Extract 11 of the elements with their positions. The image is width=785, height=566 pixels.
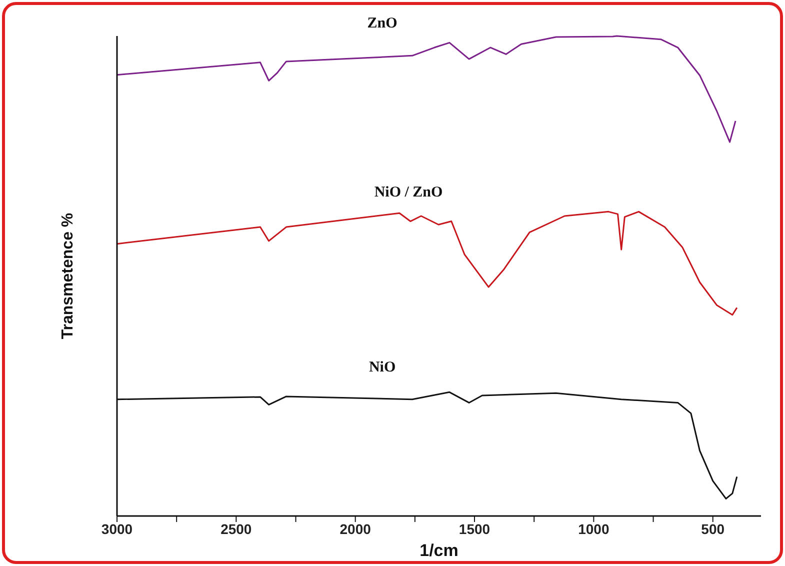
x-tick-label: 2000 (340, 520, 372, 537)
x-tick-label: 2500 (220, 520, 252, 537)
series-label: NiO (368, 359, 396, 376)
x-tick-label: 3000 (101, 520, 133, 537)
y-axis-title: Transmetence % (60, 212, 77, 340)
x-tick-label: 500 (701, 520, 725, 537)
x-tick-label: 1500 (458, 520, 490, 537)
series-label: NiO / ZnO (374, 184, 443, 201)
x-axis-title: 1/cm (420, 541, 458, 560)
x-tick-label: 1000 (578, 520, 610, 537)
series-label: ZnO (367, 16, 398, 32)
